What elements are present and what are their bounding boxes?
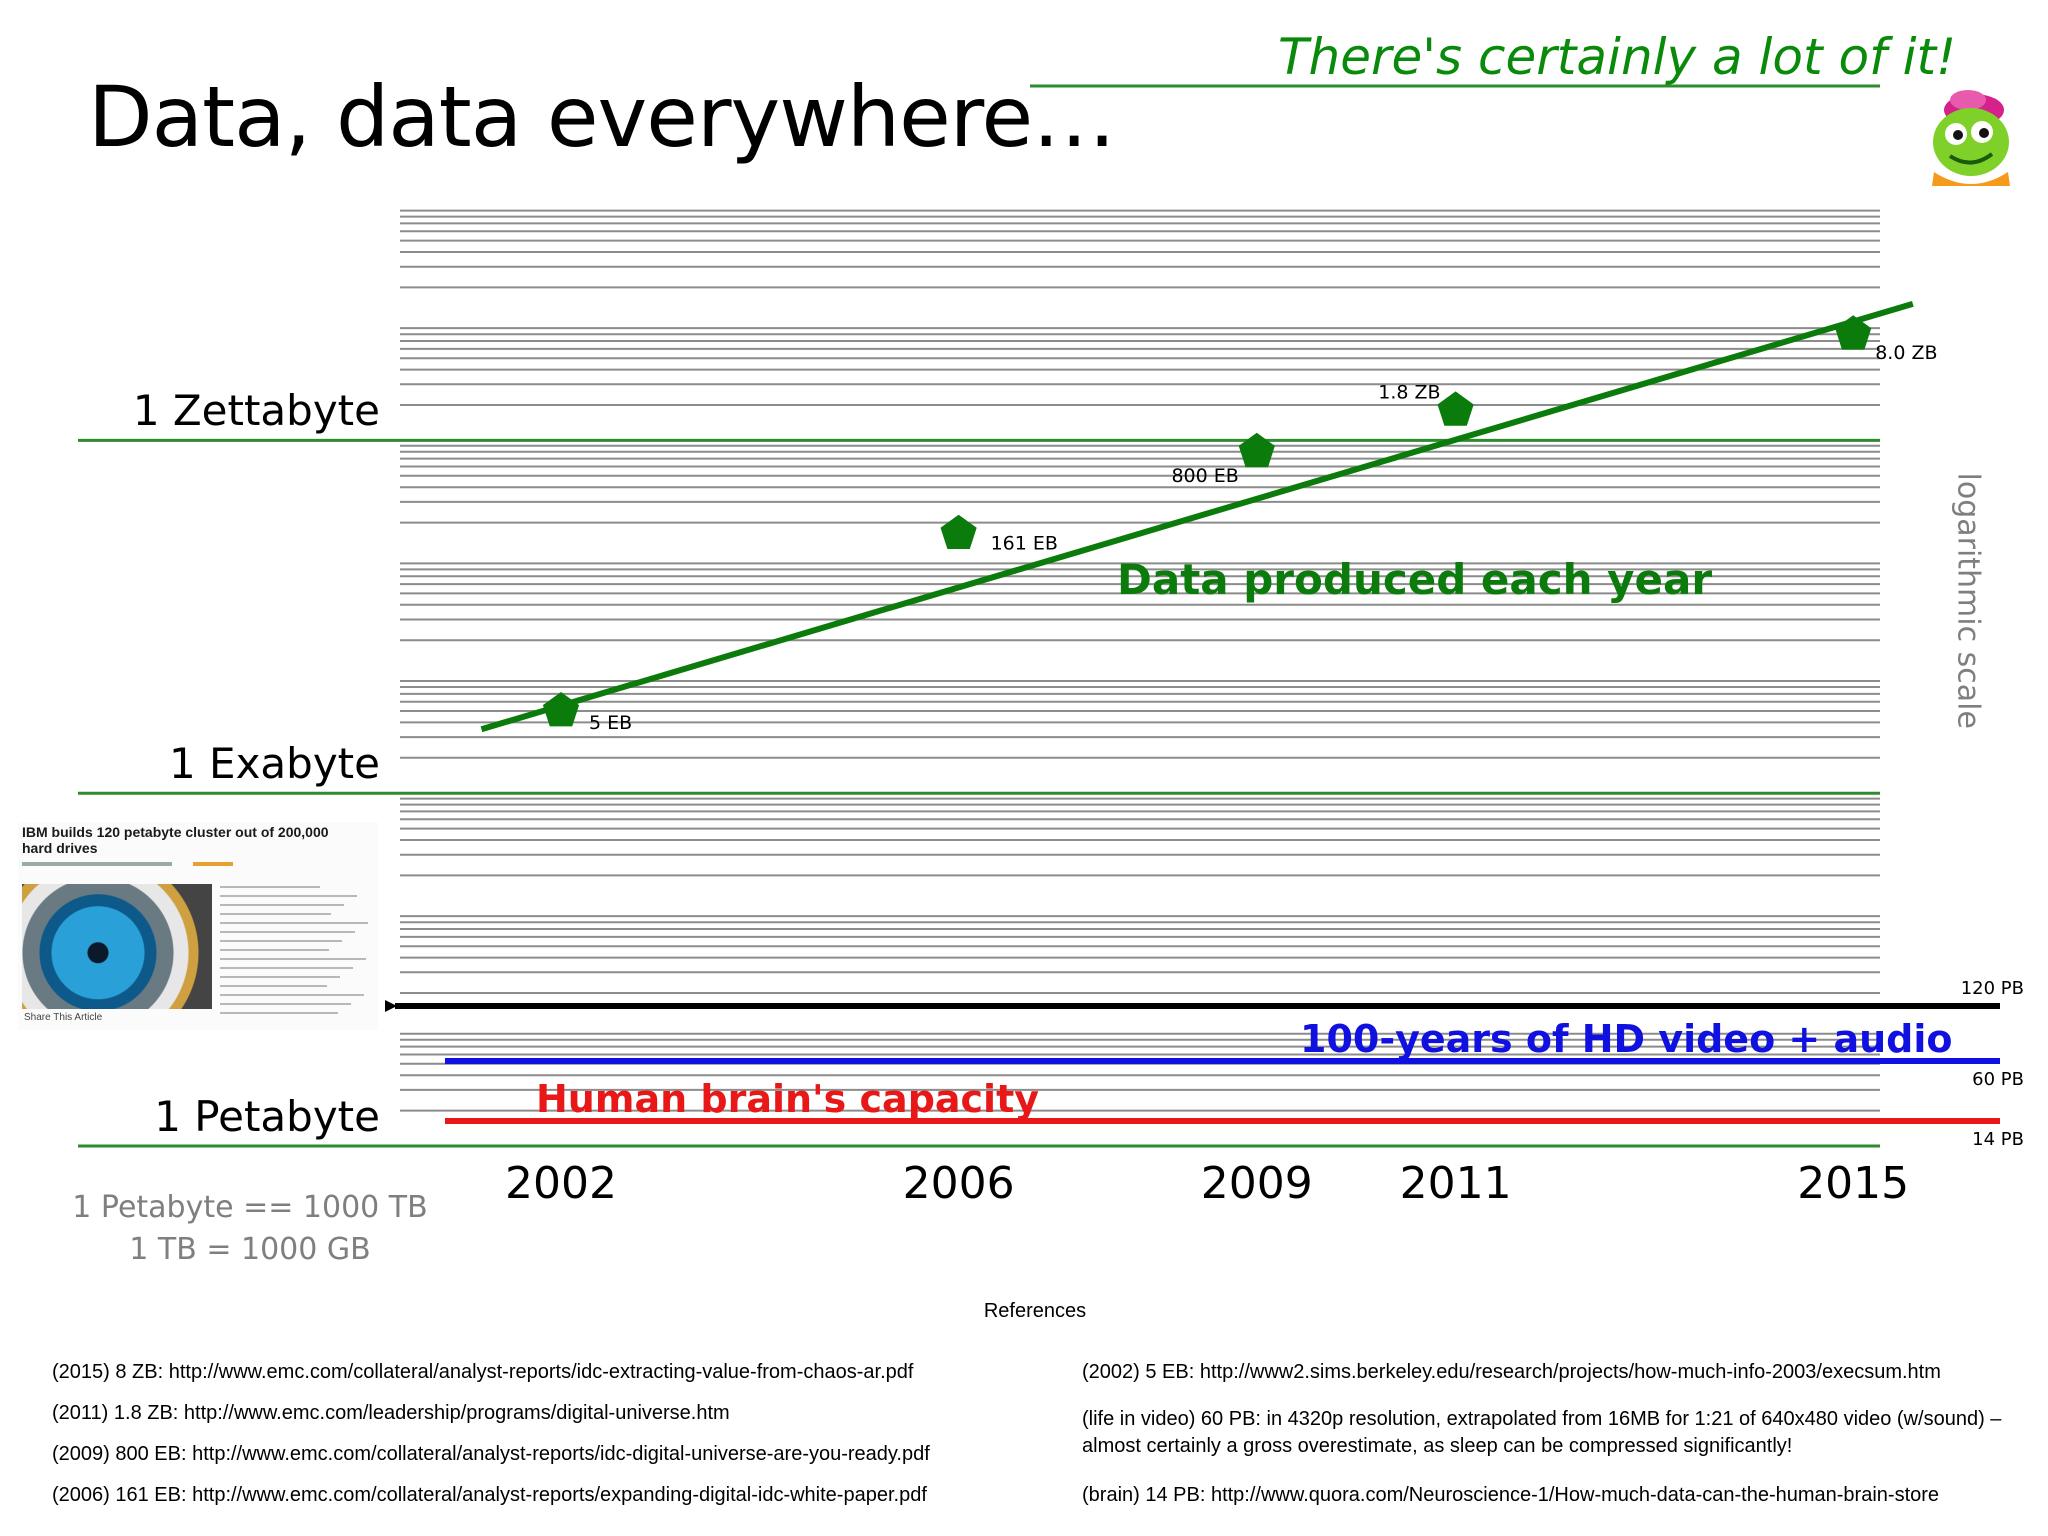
data-point-2002 bbox=[542, 692, 580, 727]
data-point-2009 bbox=[1238, 432, 1275, 468]
data-label-2002: 5 EB bbox=[589, 712, 632, 734]
x-tick-2011: 2011 bbox=[1399, 1158, 1512, 1209]
data-point-2015 bbox=[1835, 315, 1872, 350]
thumbnail-text-line bbox=[220, 913, 331, 915]
thumbnail-text-line bbox=[220, 922, 368, 924]
data-label-2006: 161 EB bbox=[991, 533, 1058, 555]
thumbnail-text-line bbox=[220, 886, 320, 888]
reference-2015: (2015) 8 ZB: http://www.emc.com/collater… bbox=[52, 1361, 914, 1383]
reference-video: (life in video) 60 PB: in 4320p resoluti… bbox=[1082, 1408, 2002, 1457]
gridlines bbox=[78, 84, 1880, 1148]
reference-2002: (2002) 5 EB: http://www2.sims.berkeley.e… bbox=[1082, 1361, 1941, 1383]
reference-caption-2: Human brain's capacity bbox=[536, 1077, 1039, 1121]
reference-brain: (brain) 14 PB: http://www.quora.com/Neur… bbox=[1082, 1484, 1940, 1506]
trend-lines bbox=[480, 300, 1914, 733]
y-tick-exabyte: 1 Exabyte bbox=[168, 739, 380, 789]
reference-2009: (2009) 800 EB: http://www.emc.com/collat… bbox=[52, 1443, 930, 1465]
series-name: Data produced each year bbox=[1117, 555, 1712, 604]
thumbnail-share-link: Share This Article bbox=[24, 1012, 103, 1023]
thumbnail-text-line bbox=[220, 985, 327, 987]
data-point-2011 bbox=[1437, 391, 1474, 426]
thumbnail-text-line bbox=[220, 1012, 338, 1014]
thumbnail-text-line bbox=[220, 1003, 351, 1005]
thumbnail-text-line bbox=[220, 976, 340, 978]
thumbnail-comments-tag bbox=[193, 862, 233, 866]
tagline: There's certainly a lot of it! bbox=[1278, 28, 1957, 86]
reference-value-label-1: 60 PB bbox=[1972, 1069, 2024, 1090]
x-tick-2002: 2002 bbox=[505, 1158, 617, 1209]
y-tick-zettabyte: 1 Zettabyte bbox=[132, 386, 380, 436]
references-title: References bbox=[983, 1300, 1087, 1322]
thumbnail-text-line bbox=[220, 931, 355, 933]
reference-value-label-2: 14 PB bbox=[1972, 1129, 2024, 1150]
thumbnail-byline bbox=[22, 862, 172, 866]
data-labels: Data produced each year 5 EB 161 EB 800 EB 1… bbox=[589, 342, 1938, 734]
thumbnail-text-line bbox=[220, 904, 344, 906]
x-tick-2009: 2009 bbox=[1200, 1158, 1313, 1209]
thumbnail-text-line bbox=[220, 895, 357, 897]
thumbnail-text-line bbox=[220, 940, 342, 942]
reference-caption-1: 100-years of HD video + audio bbox=[1300, 1017, 1953, 1061]
hard-drive-photo bbox=[22, 884, 212, 1009]
data-point-2006 bbox=[940, 514, 977, 549]
trend-line bbox=[480, 300, 1914, 733]
ibm-article-thumbnail: IBM builds 120 petabyte cluster out of 2… bbox=[18, 822, 378, 1030]
page-title: Data, data everywhere… bbox=[88, 68, 1116, 166]
reference-2006: (2006) 161 EB: http://www.emc.com/collat… bbox=[52, 1484, 927, 1506]
data-label-2015: 8.0 ZB bbox=[1875, 342, 1937, 364]
data-label-2009: 800 EB bbox=[1171, 465, 1238, 487]
thumbnail-text-line bbox=[220, 994, 364, 996]
thumbnail-text-line bbox=[220, 949, 329, 951]
thumbnail-text-line bbox=[220, 967, 353, 969]
unit-note-petabyte: 1 Petabyte == 1000 TB bbox=[72, 1190, 428, 1225]
scale-note: logarithmic scale bbox=[1950, 472, 1986, 729]
y-tick-petabyte: 1 Petabyte bbox=[154, 1092, 380, 1141]
data-markers bbox=[542, 315, 1872, 727]
x-tick-2006: 2006 bbox=[902, 1158, 1015, 1209]
thumbnail-headline: IBM builds 120 petabyte cluster out of 2… bbox=[22, 824, 329, 856]
mascot-icon bbox=[1932, 90, 2010, 186]
x-tick-2015: 2015 bbox=[1797, 1158, 1910, 1209]
data-label-2011: 1.8 ZB bbox=[1378, 381, 1440, 403]
unit-note-terabyte: 1 TB = 1000 GB bbox=[129, 1232, 371, 1267]
reference-2011: (2011) 1.8 ZB: http://www.emc.com/leader… bbox=[52, 1402, 730, 1424]
reference-value-label-0: 120 PB bbox=[1961, 978, 2024, 999]
thumbnail-text-line bbox=[220, 958, 366, 960]
reference-lines: 120 PB 60 PB 100-years of HD video + audio… bbox=[385, 978, 2024, 1150]
